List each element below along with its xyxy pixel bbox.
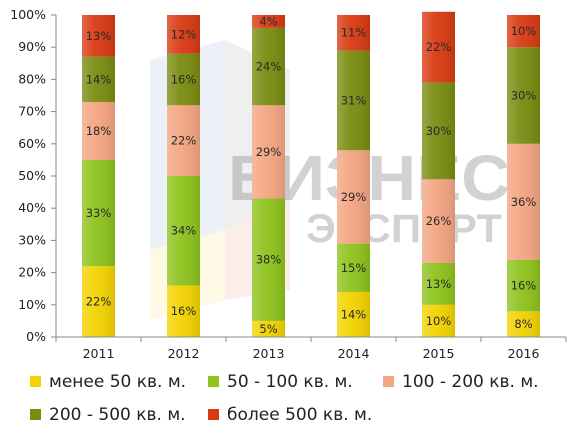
- data-label: 13%: [426, 277, 452, 291]
- data-label: 30%: [426, 124, 452, 138]
- bar-segment-shade: [167, 15, 200, 54]
- bar-segment-shade: [422, 304, 455, 337]
- bar-segment-shade: [507, 47, 540, 144]
- legend-label: 200 - 500 кв. м.: [49, 405, 186, 425]
- bar-segment-shade: [82, 101, 115, 160]
- bar-segment-shade: [337, 291, 370, 337]
- x-tick-label: 2011: [83, 346, 115, 361]
- data-label: 16%: [511, 278, 537, 292]
- data-label: 16%: [171, 304, 197, 318]
- bar-segment-shade: [252, 15, 285, 28]
- bar-segment-shade: [82, 15, 115, 57]
- data-label: 14%: [341, 307, 367, 321]
- data-label: 11%: [341, 26, 367, 40]
- legend-label: 50 - 100 кв. м.: [227, 372, 353, 392]
- legend-label: 100 - 200 кв. м.: [402, 372, 539, 392]
- data-label: 8%: [514, 317, 532, 331]
- bar-segment-shade: [82, 56, 115, 102]
- y-tick-label: 50%: [18, 168, 46, 183]
- bar-segment-shade: [167, 53, 200, 106]
- data-label: 10%: [426, 314, 452, 328]
- data-label: 33%: [86, 206, 112, 220]
- bar-segment-shade: [82, 159, 115, 267]
- legend-swatch: [30, 376, 41, 387]
- x-axis: 2011 2012 2013 2014 2015 2016: [55, 336, 567, 361]
- legend-label: более 500 кв. м.: [227, 405, 372, 425]
- y-axis: 0% 10% 20% 30% 40% 50% 60% 70% 80% 90% 100%: [10, 7, 57, 344]
- bar-segment-shade: [337, 150, 370, 244]
- data-label: 18%: [86, 124, 112, 138]
- data-label: 29%: [256, 145, 282, 159]
- data-label: 22%: [426, 40, 452, 54]
- y-tick-label: 100%: [10, 7, 46, 22]
- legend-swatch: [208, 376, 219, 387]
- bar-segment-shade: [167, 105, 200, 176]
- legend-label: менее 50 кв. м.: [49, 372, 186, 392]
- data-label: 4%: [259, 14, 277, 28]
- y-tick-label: 30%: [18, 232, 46, 247]
- data-label: 26%: [426, 214, 452, 228]
- x-tick-label: 2016: [508, 346, 540, 361]
- data-label: 36%: [511, 195, 537, 209]
- bar-segment-shade: [422, 179, 455, 263]
- legend-swatch: [208, 409, 219, 420]
- y-tick-label: 0%: [26, 329, 46, 344]
- data-label: 15%: [341, 261, 367, 275]
- bar-segment-shade: [507, 15, 540, 48]
- legend-swatch: [383, 376, 394, 387]
- data-label: 22%: [171, 134, 197, 148]
- bar-segment-shade: [82, 266, 115, 337]
- bar-segment-shade: [422, 262, 455, 305]
- data-label: 24%: [256, 60, 282, 74]
- data-label: 34%: [171, 224, 197, 238]
- plot-area: 22% 33% 18% 14% 13% 16% 34% 22% 16% 12% 5% 38% 29% 24…: [82, 11, 540, 337]
- bar-segment-shade: [507, 311, 540, 337]
- x-tick-label: 2015: [423, 346, 455, 361]
- legend-swatch: [30, 409, 41, 420]
- x-tick-label: 2012: [168, 346, 200, 361]
- bar-segment-shade: [252, 198, 285, 321]
- bar-segment-shade: [507, 143, 540, 260]
- bar-segment-shade: [422, 11, 455, 83]
- y-tick-label: 40%: [18, 200, 46, 215]
- bar-segment-shade: [422, 82, 455, 180]
- bar-segment-shade: [337, 243, 370, 292]
- bar-segment-shade: [167, 285, 200, 337]
- data-label: 13%: [86, 29, 112, 43]
- x-tick-label: 2014: [338, 346, 370, 361]
- data-label: 16%: [171, 72, 197, 86]
- y-tick-label: 60%: [18, 136, 46, 151]
- data-label: 38%: [256, 253, 282, 267]
- y-tick-label: 20%: [18, 265, 46, 280]
- data-label: 30%: [511, 89, 537, 103]
- data-label: 12%: [171, 27, 197, 41]
- y-tick-label: 10%: [18, 297, 46, 312]
- data-label: 31%: [341, 93, 367, 107]
- bar-segment-shade: [252, 320, 285, 337]
- y-tick-label: 90%: [18, 39, 46, 54]
- y-tick-label: 70%: [18, 104, 46, 119]
- data-label: 5%: [259, 322, 277, 336]
- bar-segment-shade: [252, 105, 285, 199]
- data-label: 29%: [341, 190, 367, 204]
- bar-segment-shade: [337, 50, 370, 151]
- legend: менее 50 кв. м. 50 - 100 кв. м. 100 - 200 …: [30, 372, 539, 425]
- bar-segment-shade: [167, 176, 200, 286]
- x-tick-label: 2013: [253, 346, 285, 361]
- bar-segment-shade: [507, 259, 540, 312]
- data-label: 22%: [86, 295, 112, 309]
- bar-segment-shade: [337, 15, 370, 51]
- data-label: 14%: [86, 72, 112, 86]
- data-label: 10%: [511, 24, 537, 38]
- y-tick-label: 80%: [18, 71, 46, 86]
- watermark-subtitle: ЭКСПЕРТ: [306, 207, 502, 251]
- bar-segment-shade: [252, 27, 285, 106]
